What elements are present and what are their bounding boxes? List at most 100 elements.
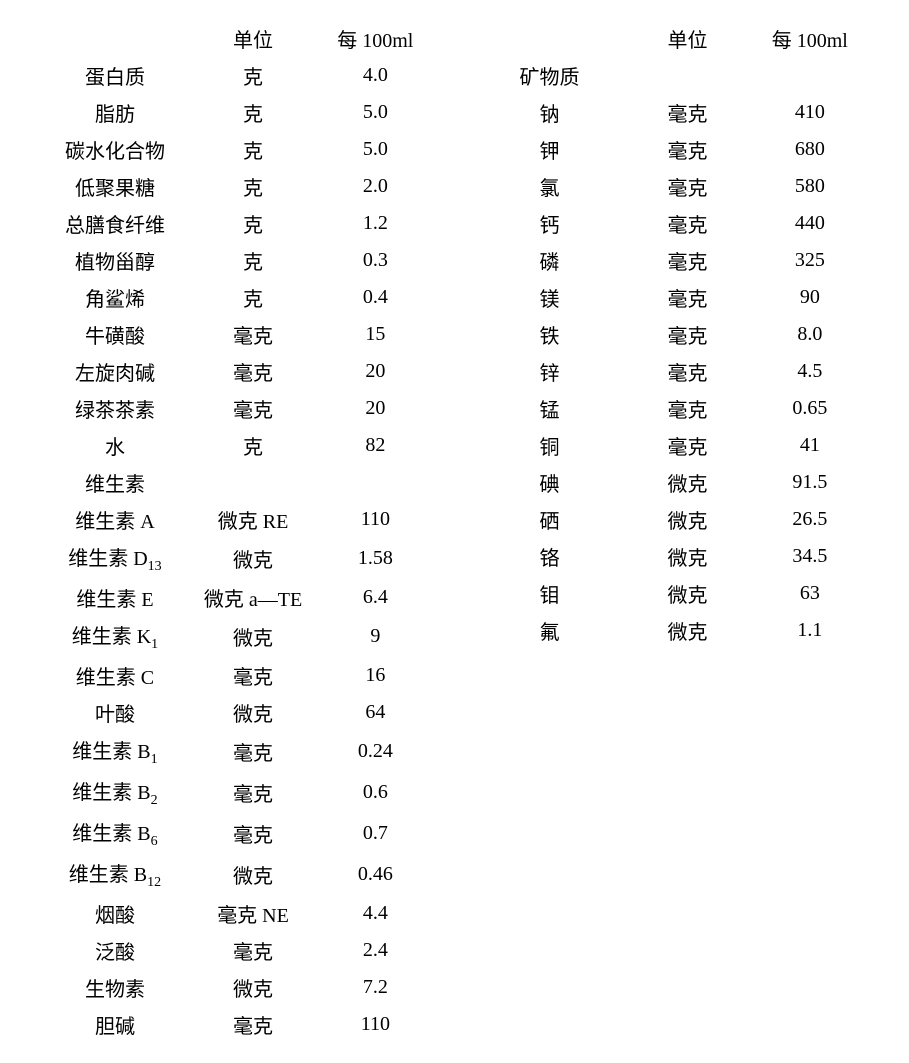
nutrient-name: 磷 [475,242,625,279]
nutrient-name: 总膳食纤维 [40,205,190,242]
nutrient-value: 0.7 [316,813,434,854]
nutrient-unit: 克 [190,94,316,131]
nutrient-value: 2.4 [316,932,434,969]
nutrient-value: 0.24 [316,731,434,772]
nutrient-name: 左旋肉碱 [40,353,190,390]
table-row: 碘微克91.5 [475,464,870,501]
nutrient-value: 0.4 [316,279,434,316]
table-row: 硒微克26.5 [475,501,870,538]
table-row: 植物甾醇克0.3 [40,242,435,279]
nutrition-table-left: 单位 每 100ml 蛋白质克4.0脂肪克5.0碳水化合物克5.0低聚果糖克2.… [40,20,435,1043]
per100ml-header-left: 每 100ml [316,20,434,57]
nutrient-unit: 克 [190,57,316,94]
nutrient-unit [190,464,316,501]
nutrient-unit: 微克 [624,575,750,612]
table-row: 脂肪克5.0 [40,94,435,131]
nutrient-value: 34.5 [751,538,869,575]
left-column: 单位 每 100ml 蛋白质克4.0脂肪克5.0碳水化合物克5.0低聚果糖克2.… [40,20,435,1043]
nutrient-unit: 克 [190,205,316,242]
nutrient-value: 410 [751,94,869,131]
nutrient-name: 氟 [475,612,625,649]
nutrient-name: 钼 [475,575,625,612]
nutrient-value: 26.5 [751,501,869,538]
nutrient-unit: 毫克 [190,813,316,854]
nutrient-value: 0.46 [316,854,434,895]
table-row: 磷毫克325 [475,242,870,279]
nutrient-value: 110 [316,1006,434,1043]
nutrient-value: 5.0 [316,131,434,168]
nutrient-name: 蛋白质 [40,57,190,94]
nutrient-value: 4.0 [316,57,434,94]
unit-header-right: 单位 [624,20,750,57]
table-row: 氯毫克580 [475,168,870,205]
table-row: 钠毫克410 [475,94,870,131]
nutrient-unit: 微克 [190,616,316,657]
nutrient-unit: 克 [190,131,316,168]
nutrient-name: 维生素 D13 [40,538,190,579]
table-row: 绿茶茶素毫克20 [40,390,435,427]
nutrient-unit: 克 [190,242,316,279]
table-row: 钙毫克440 [475,205,870,242]
table-row: 生物素微克7.2 [40,969,435,1006]
nutrient-value: 680 [751,131,869,168]
table-row: 锌毫克4.5 [475,353,870,390]
nutrient-unit: 毫克 [624,427,750,464]
table-row: 碳水化合物克5.0 [40,131,435,168]
nutrient-unit: 毫克 [624,353,750,390]
nutrient-name: 钙 [475,205,625,242]
blank-header [40,20,190,57]
nutrient-value: 4.5 [751,353,869,390]
nutrient-value: 4.4 [316,895,434,932]
nutrient-unit: 毫克 [624,131,750,168]
nutrient-name: 维生素 A [40,501,190,538]
nutrient-name: 维生素 C [40,657,190,694]
header-row-left: 单位 每 100ml [40,20,435,57]
nutrient-value: 2.0 [316,168,434,205]
table-row: 维生素 B12微克0.46 [40,854,435,895]
nutrient-value: 1.58 [316,538,434,579]
nutrient-value: 7.2 [316,969,434,1006]
nutrition-table-right: 单位 每 100ml 矿物质钠毫克410钾毫克680氯毫克580钙毫克440磷毫… [475,20,870,649]
nutrient-name: 维生素 [40,464,190,501]
nutrient-value: 15 [316,316,434,353]
per100ml-header-right: 每 100ml [751,20,869,57]
nutrient-unit: 微克 [624,612,750,649]
nutrient-value: 82 [316,427,434,464]
nutrient-value: 1.1 [751,612,869,649]
nutrient-unit: 微克 [190,969,316,1006]
nutrient-name: 锰 [475,390,625,427]
nutrient-unit: 微克 [190,538,316,579]
nutrient-name: 碳水化合物 [40,131,190,168]
table-row: 铁毫克8.0 [475,316,870,353]
nutrient-unit: 微克 [624,538,750,575]
nutrient-value: 41 [751,427,869,464]
nutrient-name: 铬 [475,538,625,575]
table-row: 铜毫克41 [475,427,870,464]
nutrient-unit: 克 [190,427,316,464]
nutrient-unit: 微克 [190,854,316,895]
table-row: 维生素 B2毫克0.6 [40,772,435,813]
nutrient-unit: 毫克 NE [190,895,316,932]
table-row: 维生素 B1毫克0.24 [40,731,435,772]
nutrient-name: 硒 [475,501,625,538]
table-row: 镁毫克90 [475,279,870,316]
nutrient-unit: 微克 a—TE [190,579,316,616]
table-row: 角鲨烯克0.4 [40,279,435,316]
nutrient-value: 440 [751,205,869,242]
table-row: 锰毫克0.65 [475,390,870,427]
nutrient-value: 8.0 [751,316,869,353]
nutrient-value: 16 [316,657,434,694]
nutrient-value: 63 [751,575,869,612]
nutrient-unit: 毫克 [624,94,750,131]
table-row: 铬微克34.5 [475,538,870,575]
table-row: 维生素 K1微克9 [40,616,435,657]
nutrient-value [316,464,434,501]
nutrient-value: 1.2 [316,205,434,242]
table-row: 烟酸毫克 NE4.4 [40,895,435,932]
nutrient-value: 110 [316,501,434,538]
table-row: 总膳食纤维克1.2 [40,205,435,242]
table-row: 氟微克1.1 [475,612,870,649]
nutrient-unit: 毫克 [190,932,316,969]
nutrient-unit: 微克 [624,464,750,501]
table-row: 维生素 [40,464,435,501]
